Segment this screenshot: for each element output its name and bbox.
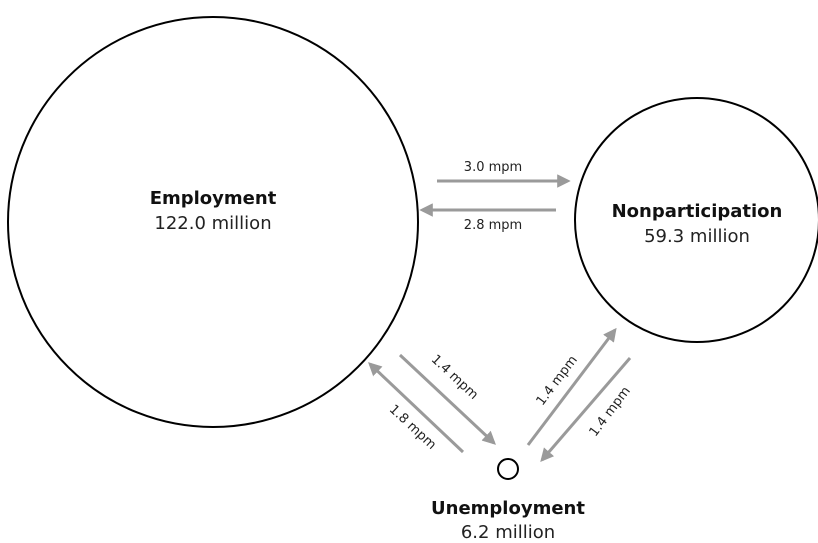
- node-value: 59.3 million: [644, 226, 750, 247]
- unemployment-node: [497, 458, 519, 480]
- nonparticipation-node: [574, 97, 818, 343]
- flow-label: 1.4 mpm: [428, 352, 481, 403]
- flow-label: 3.0 mpm: [464, 160, 522, 175]
- node-value: 6.2 million: [461, 522, 555, 543]
- node-title: Employment: [150, 188, 277, 209]
- node-title: Nonparticipation: [612, 201, 783, 222]
- flow-label: 1.8 mpm: [386, 402, 439, 453]
- flow-label: 1.4 mpm: [534, 353, 581, 409]
- flow-arrow: [398, 353, 496, 445]
- flow-label: 1.4 mpm: [587, 384, 634, 440]
- employment-node: [7, 16, 419, 428]
- flow-label: 2.8 mpm: [464, 218, 522, 233]
- flow-arrow: [540, 357, 632, 463]
- flow-arrow: [368, 362, 465, 454]
- flow-arrow: [526, 327, 617, 446]
- node-value: 122.0 million: [154, 213, 271, 234]
- node-title: Unemployment: [431, 498, 585, 519]
